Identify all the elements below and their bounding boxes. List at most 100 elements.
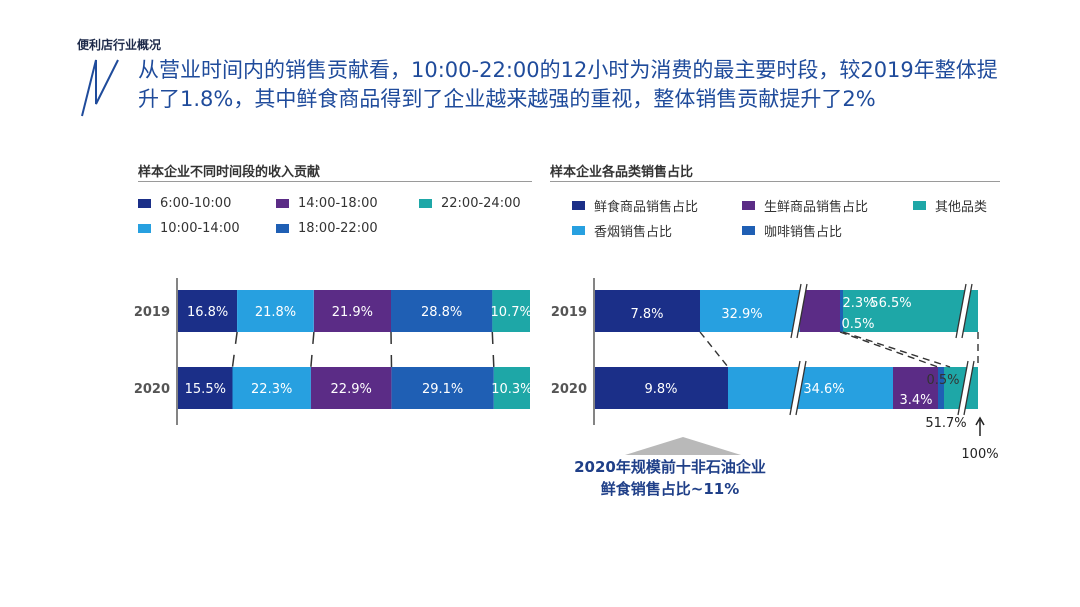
- axis-break-gap: [956, 284, 972, 338]
- bar-segment: [728, 367, 893, 409]
- data-label: 15.5%: [185, 382, 226, 397]
- bar-segment: [843, 290, 978, 332]
- data-label: 2.3%: [842, 296, 875, 311]
- right-chart-title: 样本企业各品类销售占比: [550, 165, 694, 180]
- legend-item-fresh-food: 鲜食商品销售占比: [572, 196, 698, 215]
- bar-segment: [700, 290, 800, 332]
- data-label: 0.5%: [841, 317, 874, 332]
- data-label: 34.6%: [803, 382, 844, 397]
- legend-swatch: [572, 226, 585, 235]
- legend-swatch: [742, 226, 755, 235]
- bar-segment: [178, 367, 233, 409]
- axis-break-mark: [955, 283, 967, 339]
- annotation-label: 100%: [961, 447, 998, 462]
- legend-item-6-10: 6:00-10:00: [138, 196, 231, 211]
- axis-break-mark: [957, 360, 969, 416]
- row-label: 2019: [551, 305, 587, 320]
- brand-logo-icon: [81, 59, 119, 117]
- bar-segment: [840, 290, 843, 332]
- data-label: 28.8%: [421, 305, 462, 320]
- axis-break-gap: [790, 361, 806, 415]
- bar-segment: [313, 290, 391, 332]
- bar-segment: [595, 290, 700, 332]
- left-chart-title: 样本企业不同时间段的收入贡献: [138, 165, 321, 180]
- footnote-line2: 鲜食销售占比~11%: [600, 480, 740, 498]
- bar-segment: [493, 367, 530, 409]
- legend-swatch: [419, 199, 432, 208]
- axis-break-mark: [795, 360, 807, 416]
- legend-label: 22:00-24:00: [441, 196, 521, 211]
- footnote-pointer-icon: [625, 437, 741, 455]
- data-label: 51.7%: [925, 416, 966, 431]
- legend-label: 香烟销售占比: [594, 225, 673, 240]
- legend-label: 其他品类: [935, 200, 988, 215]
- data-label: 56.5%: [870, 296, 911, 311]
- legend-swatch: [742, 201, 755, 210]
- data-label: 10.3%: [491, 382, 532, 397]
- connector-line: [231, 331, 238, 368]
- axis-break-mark: [961, 283, 973, 339]
- axis-break-gap: [791, 284, 807, 338]
- bar-segment: [595, 367, 728, 409]
- legend-item-coffee: 咖啡销售占比: [742, 221, 842, 240]
- data-label: 21.8%: [255, 305, 296, 320]
- annotation-arrow-head: [975, 416, 985, 426]
- data-label: 29.1%: [422, 382, 463, 397]
- bar-segment: [310, 367, 392, 409]
- data-label: 9.8%: [644, 382, 677, 397]
- connector-line: [310, 331, 315, 368]
- legend-label: 10:00-14:00: [160, 221, 240, 236]
- bar-segment: [893, 367, 938, 409]
- data-label: 7.8%: [630, 307, 663, 322]
- row-label: 2020: [134, 382, 170, 397]
- connector-line: [390, 331, 393, 368]
- legend-item-produce: 生鲜商品销售占比: [742, 196, 868, 215]
- legend-label: 14:00-18:00: [298, 196, 378, 211]
- connector-line: [839, 331, 939, 368]
- bar-segment: [800, 290, 840, 332]
- data-label: 10.7%: [491, 305, 532, 320]
- legend-item-other: 其他品类: [913, 196, 987, 215]
- legend-swatch: [138, 199, 151, 208]
- left-title-rule: [138, 181, 532, 182]
- data-label: 21.9%: [332, 305, 373, 320]
- bar-segment: [492, 290, 530, 332]
- legend-swatch: [276, 224, 289, 233]
- data-label: 22.9%: [331, 382, 372, 397]
- legend-label: 咖啡销售占比: [764, 225, 843, 240]
- bar-segment: [232, 367, 311, 409]
- axis-break-mark: [963, 360, 975, 416]
- data-label: 32.9%: [721, 307, 762, 322]
- row-label: 2019: [134, 305, 170, 320]
- axis-break-mark: [790, 283, 802, 339]
- legend-item-14-18: 14:00-18:00: [276, 196, 378, 211]
- data-label: 3.4%: [899, 393, 932, 408]
- legend-swatch: [572, 201, 585, 210]
- right-title-rule: [550, 181, 1000, 182]
- axis-break-gap: [958, 361, 974, 415]
- legend-item-18-22: 18:00-22:00: [276, 221, 378, 236]
- legend-item-22-24: 22:00-24:00: [419, 196, 521, 211]
- bar-segment: [391, 290, 493, 332]
- connector-line: [842, 331, 951, 368]
- legend-label: 鲜食商品销售占比: [594, 200, 699, 215]
- legend-label: 生鲜商品销售占比: [764, 200, 869, 215]
- footnote: 2020年规模前十非石油企业 鲜食销售占比~11%: [530, 456, 810, 500]
- legend-item-10-14: 10:00-14:00: [138, 221, 240, 236]
- axis-break-mark: [796, 283, 808, 339]
- row-label: 2020: [551, 382, 587, 397]
- data-label: 0.5%: [926, 373, 959, 388]
- data-label: 22.3%: [251, 382, 292, 397]
- bar-segment: [237, 290, 314, 332]
- headline: 从营业时间内的销售贡献看，10:00-22:00的12小时为消费的最主要时段，较…: [138, 58, 998, 111]
- bar-segment: [938, 367, 944, 409]
- bar-segment: [178, 290, 238, 332]
- bar-segment: [391, 367, 494, 409]
- legend-swatch: [276, 199, 289, 208]
- section-label: 便利店行业概况: [77, 38, 162, 52]
- data-label: 16.8%: [187, 305, 228, 320]
- connector-line: [699, 331, 729, 368]
- legend-swatch: [138, 224, 151, 233]
- legend-swatch: [913, 201, 926, 210]
